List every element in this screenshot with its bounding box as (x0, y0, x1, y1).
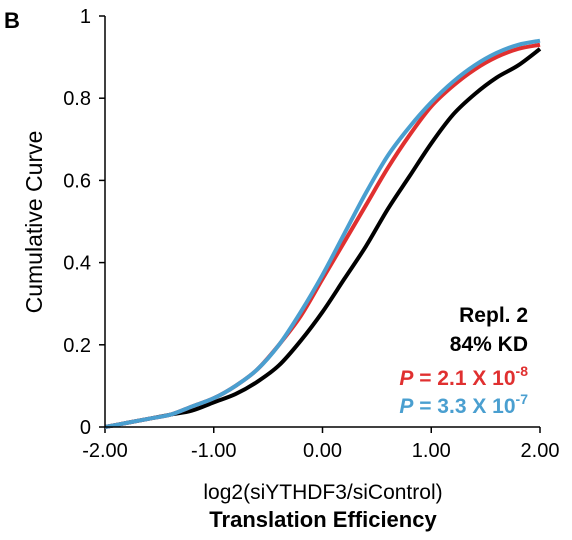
p-red-text: = 2.1 X 10 (413, 367, 515, 390)
p-red-prefix: P (399, 367, 414, 390)
y-tick-label: 1 (80, 6, 91, 28)
x-axis-label-2: Translation Efficiency (209, 507, 437, 532)
p-value-red: P = 2.1 X 10-8 (399, 363, 528, 390)
x-tick-label: 1.00 (412, 440, 451, 462)
x-tick-label: 2.00 (521, 440, 560, 462)
x-tick-label: -2.00 (82, 440, 128, 462)
y-axis-label: Cumulative Curve (21, 131, 47, 314)
replicate-label: Repl. 2 (459, 304, 528, 327)
curve-blue (104, 38, 541, 429)
x-ticks: -2.00 -1.00 0.00 1.00 2.00 (82, 427, 559, 462)
panel-label: B (4, 8, 20, 33)
y-tick-label: 0.2 (63, 335, 91, 357)
p-blue-exp: -7 (516, 391, 529, 407)
x-tick-label: 0.00 (303, 440, 342, 462)
y-tick-label: 0.8 (63, 88, 91, 110)
p-blue-prefix: P (399, 395, 414, 418)
curves (104, 38, 542, 429)
y-tick-label: 0 (80, 417, 91, 439)
x-tick-label: -1.00 (191, 440, 237, 462)
p-red-exp: -8 (516, 363, 529, 379)
y-ticks: 0 0.2 0.4 0.6 0.8 1 (63, 6, 105, 439)
y-tick-label: 0.6 (63, 170, 91, 192)
p-blue-text: = 3.3 X 10 (413, 395, 515, 418)
p-value-blue: P = 3.3 X 10-7 (399, 391, 528, 418)
x-axis-label: log2(siYTHDF3/siControl) (203, 481, 442, 504)
y-tick-label: 0.4 (63, 253, 91, 275)
knockdown-label: 84% KD (450, 333, 528, 356)
